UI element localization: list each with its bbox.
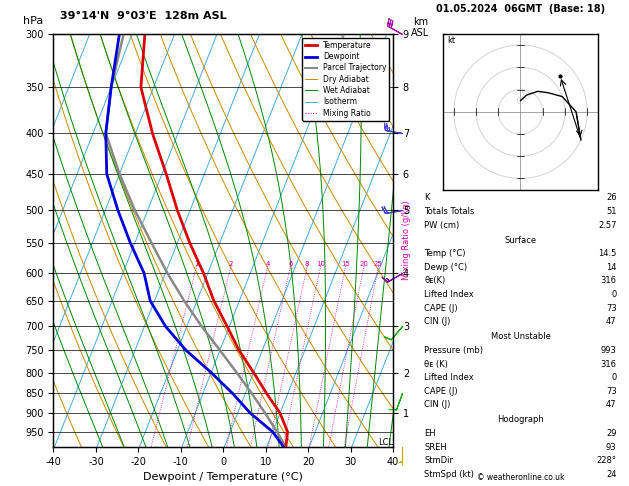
Text: © weatheronline.co.uk: © weatheronline.co.uk xyxy=(477,473,564,482)
Text: 25: 25 xyxy=(374,261,382,267)
Text: K: K xyxy=(425,193,430,202)
Text: StmDir: StmDir xyxy=(425,456,454,465)
Text: 0: 0 xyxy=(611,373,616,382)
Text: 10: 10 xyxy=(316,261,325,267)
Text: 2: 2 xyxy=(228,261,233,267)
Text: 39°14'N  9°03'E  128m ASL: 39°14'N 9°03'E 128m ASL xyxy=(60,12,226,21)
Legend: Temperature, Dewpoint, Parcel Trajectory, Dry Adiabat, Wet Adiabat, Isotherm, Mi: Temperature, Dewpoint, Parcel Trajectory… xyxy=(302,38,389,121)
Text: 15: 15 xyxy=(341,261,350,267)
Text: Dewp (°C): Dewp (°C) xyxy=(425,263,467,272)
Text: 316: 316 xyxy=(601,360,616,368)
Text: 228°: 228° xyxy=(596,456,616,465)
Text: 24: 24 xyxy=(606,470,616,479)
Text: PW (cm): PW (cm) xyxy=(425,221,460,229)
Text: EH: EH xyxy=(425,429,436,438)
Text: 73: 73 xyxy=(606,387,616,396)
Text: CAPE (J): CAPE (J) xyxy=(425,304,458,312)
Text: 20: 20 xyxy=(359,261,368,267)
Text: 993: 993 xyxy=(601,346,616,355)
Text: 1: 1 xyxy=(194,261,199,267)
Text: kt: kt xyxy=(447,36,455,45)
Text: 93: 93 xyxy=(606,443,616,451)
Text: LCL: LCL xyxy=(378,438,393,447)
Text: CAPE (J): CAPE (J) xyxy=(425,387,458,396)
Text: CIN (J): CIN (J) xyxy=(425,400,451,409)
X-axis label: Dewpoint / Temperature (°C): Dewpoint / Temperature (°C) xyxy=(143,472,303,483)
Text: 8: 8 xyxy=(305,261,309,267)
Y-axis label: hPa: hPa xyxy=(23,16,43,26)
Text: CIN (J): CIN (J) xyxy=(425,317,451,326)
Text: 01.05.2024  06GMT  (Base: 18): 01.05.2024 06GMT (Base: 18) xyxy=(436,4,605,14)
Y-axis label: km
ASL: km ASL xyxy=(411,17,430,38)
Text: Totals Totals: Totals Totals xyxy=(425,207,475,216)
Text: θᴇ (K): θᴇ (K) xyxy=(425,360,448,368)
Text: 51: 51 xyxy=(606,207,616,216)
Text: Surface: Surface xyxy=(504,236,537,244)
Text: 4: 4 xyxy=(265,261,270,267)
Text: 26: 26 xyxy=(606,193,616,202)
Text: 47: 47 xyxy=(606,317,616,326)
Text: Pressure (mb): Pressure (mb) xyxy=(425,346,484,355)
Text: θᴇ(K): θᴇ(K) xyxy=(425,277,446,285)
Text: 73: 73 xyxy=(606,304,616,312)
Text: SREH: SREH xyxy=(425,443,447,451)
Text: Mixing Ratio (g/kg): Mixing Ratio (g/kg) xyxy=(402,201,411,280)
Text: Most Unstable: Most Unstable xyxy=(491,332,550,341)
Text: 316: 316 xyxy=(601,277,616,285)
Text: 14: 14 xyxy=(606,263,616,272)
Text: Hodograph: Hodograph xyxy=(497,416,544,424)
Text: Lifted Index: Lifted Index xyxy=(425,373,474,382)
Text: 14.5: 14.5 xyxy=(598,249,616,258)
Text: Lifted Index: Lifted Index xyxy=(425,290,474,299)
Text: 29: 29 xyxy=(606,429,616,438)
Text: 2.57: 2.57 xyxy=(598,221,616,229)
Text: 47: 47 xyxy=(606,400,616,409)
Text: Temp (°C): Temp (°C) xyxy=(425,249,466,258)
Text: 0: 0 xyxy=(611,290,616,299)
Text: 6: 6 xyxy=(288,261,292,267)
Text: StmSpd (kt): StmSpd (kt) xyxy=(425,470,474,479)
